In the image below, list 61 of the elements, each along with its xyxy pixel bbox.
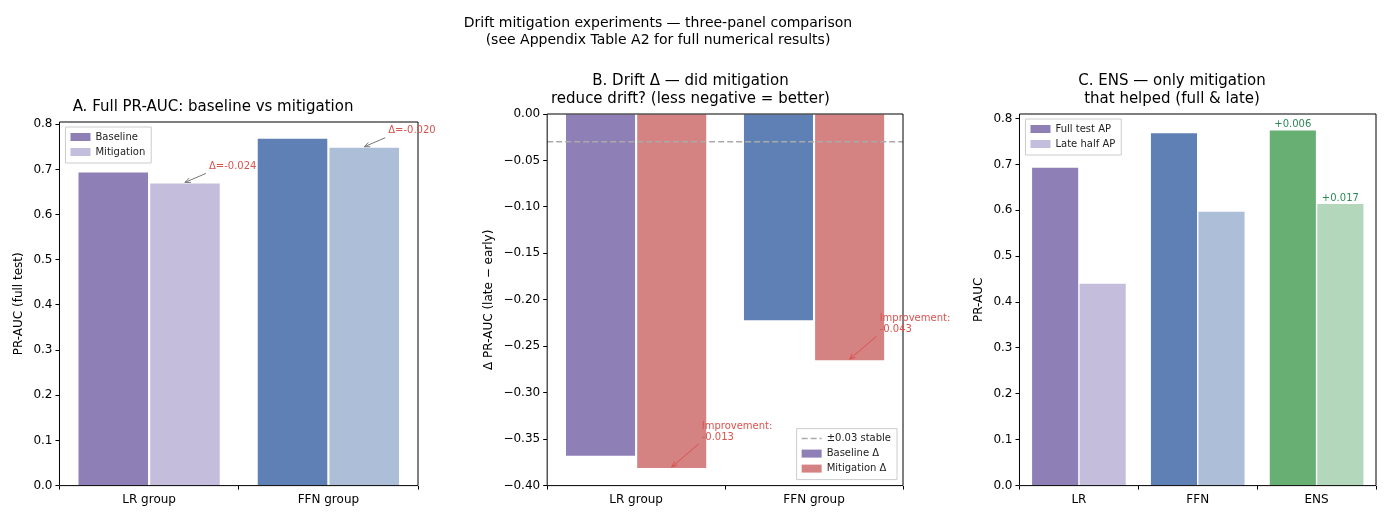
y-tick-label: 0.0	[33, 477, 53, 492]
y-tick-label: −0.30	[503, 384, 541, 399]
x-tick-label: FFN group	[297, 491, 360, 506]
y-tick-label: 0.2	[33, 387, 53, 402]
chart-title: B. Drift Δ — did mitigation reduce drift? (less negative = better)	[551, 70, 830, 107]
legend-label: Mitigation Δ	[826, 462, 887, 474]
y-tick-label: 0.1	[33, 432, 53, 447]
y-axis-title: PR-AUC	[971, 277, 986, 323]
x-tick-label: LR group	[609, 491, 663, 506]
bar	[150, 183, 220, 486]
y-tick-label: 0.5	[993, 248, 1013, 263]
bar	[1198, 211, 1245, 486]
y-tick-label: −0.15	[503, 245, 541, 260]
y-tick-label: −0.05	[503, 152, 541, 167]
legend-label: Baseline Δ	[826, 447, 880, 459]
text: Drift mitigation experiments — three-panel comparison (see Appendix Table A2 for full numerical results)	[462, 14, 854, 48]
x-tick-label: LR	[1071, 491, 1087, 506]
bar	[1317, 203, 1364, 486]
y-tick-label: −0.25	[503, 338, 541, 353]
bar	[329, 147, 399, 486]
y-tick-label: 0.7	[993, 156, 1013, 171]
y-tick-label: 0.6	[33, 206, 53, 221]
y-axis-title: PR-AUC (full test)	[11, 252, 26, 356]
y-tick-label: 0.4	[993, 294, 1013, 309]
annotation: Δ=-0.024	[208, 160, 257, 172]
x-tick-label: LR group	[122, 491, 176, 506]
bar	[257, 138, 328, 486]
y-tick-label: −0.35	[503, 431, 541, 446]
legend-label: Mitigation	[95, 145, 146, 157]
y-tick-label: 0.7	[33, 161, 53, 176]
x-tick-label: ENS	[1304, 491, 1329, 506]
bar	[1032, 167, 1079, 486]
y-tick-label: 0.4	[33, 297, 53, 312]
y-axis-title: Δ PR-AUC (late − early)	[481, 229, 496, 370]
chart-title: C. ENS — only mitigation that helped (full & late)	[1078, 70, 1266, 107]
legend-label: Full test AP	[1055, 122, 1112, 134]
y-tick-label: 0.5	[33, 251, 53, 266]
y-tick-label: 0.1	[993, 431, 1013, 446]
y-tick-label: −0.10	[503, 199, 541, 214]
chart-title: A. Full PR-AUC: baseline vs mitigation	[72, 96, 354, 115]
y-tick-label: 0.3	[993, 340, 1013, 355]
y-tick-label: 0.00	[513, 106, 541, 121]
annotation: +0.006	[1274, 118, 1312, 130]
y-tick-label: −0.20	[503, 291, 541, 306]
legend-label: ±0.03 stable	[826, 432, 892, 444]
bar	[78, 172, 149, 486]
y-tick-label: 0.8	[993, 110, 1013, 125]
bar	[1079, 283, 1126, 486]
y-tick-label: −0.40	[503, 477, 541, 492]
y-tick-label: 0.3	[33, 342, 53, 357]
x-tick-label: FFN	[1186, 491, 1210, 506]
legend-label: Baseline	[95, 130, 138, 142]
legend-label: Late half AP	[1055, 137, 1116, 149]
annotation: +0.017	[1321, 191, 1359, 203]
y-tick-label: 0.6	[993, 202, 1013, 217]
bar	[1150, 133, 1198, 486]
bar	[1269, 130, 1316, 486]
x-tick-label: FFN group	[783, 491, 845, 506]
y-tick-label: 0.8	[33, 116, 53, 131]
y-tick-label: 0.2	[993, 385, 1013, 400]
y-tick-label: 0.0	[993, 477, 1013, 492]
